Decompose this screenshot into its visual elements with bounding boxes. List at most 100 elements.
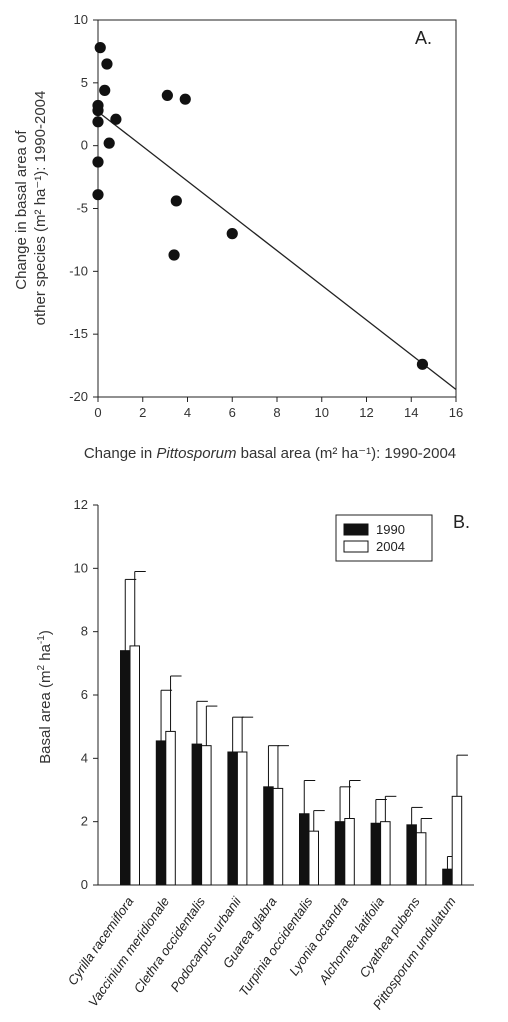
scatter-point xyxy=(99,84,111,96)
bar-group xyxy=(370,795,397,886)
scatter-point xyxy=(103,137,115,149)
panel-b-y-label: Basal area (m2 ha-1) xyxy=(36,630,54,764)
panel-a-x-label-suffix: basal area (m² ha⁻¹): 1990-2004 xyxy=(236,445,456,462)
panel-b-y-ticks: 0 2 4 6 8 10 12 xyxy=(74,497,98,892)
panel-b-y-label-unit: ha xyxy=(37,643,54,665)
y-tick-label: -20 xyxy=(69,389,88,404)
bar-2004 xyxy=(272,787,284,886)
y-tick-label: 10 xyxy=(74,560,88,575)
bar-groups xyxy=(120,571,468,886)
bar-2004 xyxy=(236,751,248,886)
bar-2004 xyxy=(380,821,391,886)
scatter-point xyxy=(101,58,113,70)
scatter-point xyxy=(92,156,104,168)
y-tick-label: 0 xyxy=(81,877,88,892)
bar-group xyxy=(263,745,289,886)
bar-2004 xyxy=(308,830,319,886)
scatter-point xyxy=(92,116,104,128)
bar-1990 xyxy=(120,650,131,886)
y-tick-label: -15 xyxy=(69,326,88,341)
bar-1990 xyxy=(299,813,310,886)
scatter-point xyxy=(92,189,104,201)
bar-1990 xyxy=(370,822,382,886)
y-tick-label: -10 xyxy=(69,263,88,278)
bar-1990 xyxy=(442,868,453,886)
panel-a-label: A. xyxy=(415,28,432,48)
scatter-point xyxy=(170,195,182,207)
scatter-point xyxy=(110,113,122,125)
bar-1990 xyxy=(191,743,203,886)
scatter-point xyxy=(226,228,238,240)
legend-box xyxy=(335,514,433,562)
panel-a: -20 -15 -10 -5 0 5 10 0 2 4 6 8 10 12 14 16 A. Change … xyxy=(13,12,463,462)
panel-a-x-ticks: 0 2 4 6 8 10 12 14 16 xyxy=(94,397,463,420)
panel-b-y-label-main: Basal area (m xyxy=(37,670,54,763)
y-tick-label: 8 xyxy=(81,624,88,639)
panel-b-label: B. xyxy=(453,512,470,532)
legend-swatch-1990 xyxy=(343,523,369,536)
bar-1990 xyxy=(227,751,238,886)
y-tick-label: 0 xyxy=(81,138,88,153)
y-tick-label: 12 xyxy=(74,497,88,512)
bar-group xyxy=(299,780,325,886)
category-label: Cyrilla racemiflora xyxy=(65,894,137,988)
scatter-point xyxy=(94,42,106,54)
legend: 1990 2004 xyxy=(335,514,433,562)
legend-label-1990: 1990 xyxy=(376,522,405,537)
x-tick-label: 2 xyxy=(139,405,146,420)
x-tick-label: 14 xyxy=(404,405,418,420)
scatter-point xyxy=(179,93,191,105)
bar-2004 xyxy=(201,745,212,886)
scatter-point xyxy=(92,104,104,117)
scatter-point xyxy=(168,249,180,261)
y-tick-label: 5 xyxy=(81,75,88,90)
bar-group xyxy=(406,806,433,886)
bar-2004 xyxy=(165,730,176,886)
bar-1990 xyxy=(406,824,417,886)
bar-1990 xyxy=(155,740,167,886)
bar-2004 xyxy=(415,832,427,886)
x-tick-label: 16 xyxy=(449,405,463,420)
panel-a-y-label-line1: Change in basal area of xyxy=(13,130,30,290)
legend-swatch-2004 xyxy=(343,540,369,553)
bar-group xyxy=(227,716,254,886)
bar-1990 xyxy=(334,821,346,886)
bar-2004 xyxy=(344,818,355,886)
panel-b-y-label-sup-neg1: -1 xyxy=(36,635,47,644)
x-tick-label: 0 xyxy=(94,405,101,420)
bar-2004 xyxy=(129,645,140,886)
bar-group xyxy=(120,571,146,886)
panel-a-y-label: Change in basal area of other species (m… xyxy=(13,91,49,326)
panel-a-x-label: Change in Pittosporum basal area (m² ha⁻… xyxy=(84,445,456,462)
panel-b-y-label-sup2: 2 xyxy=(36,664,47,670)
bar-group xyxy=(191,700,218,886)
x-tick-label: 8 xyxy=(273,405,280,420)
x-tick-label: 4 xyxy=(184,405,191,420)
y-tick-label: -5 xyxy=(76,201,88,216)
legend-label-2004: 2004 xyxy=(376,539,405,554)
regression-line xyxy=(97,111,457,390)
y-tick-label: 10 xyxy=(74,12,88,27)
scatter-point xyxy=(161,89,173,101)
x-tick-label: 12 xyxy=(359,405,373,420)
bar-group xyxy=(442,754,468,886)
panel-a-x-label-italic: Pittosporum xyxy=(156,445,236,462)
y-tick-label: 2 xyxy=(81,814,88,829)
scatter-points xyxy=(92,42,429,370)
bar-1990 xyxy=(263,786,274,886)
bar-group xyxy=(334,780,361,886)
panel-a-y-label-line2: other species (m² ha⁻¹): 1990-2004 xyxy=(32,91,49,326)
panel-b-y-label-close: ) xyxy=(37,630,54,635)
scatter-point xyxy=(416,358,429,370)
x-tick-label: 6 xyxy=(229,405,236,420)
category-label: Alchornea latifolia xyxy=(315,894,387,987)
panel-a-x-label-prefix: Change in xyxy=(84,445,157,462)
panel-a-plot-frame xyxy=(97,19,457,398)
x-tick-label: 10 xyxy=(315,405,329,420)
panel-a-y-ticks: -20 -15 -10 -5 0 5 10 xyxy=(69,12,98,404)
y-tick-label: 6 xyxy=(81,687,88,702)
y-tick-label: 4 xyxy=(81,750,88,765)
